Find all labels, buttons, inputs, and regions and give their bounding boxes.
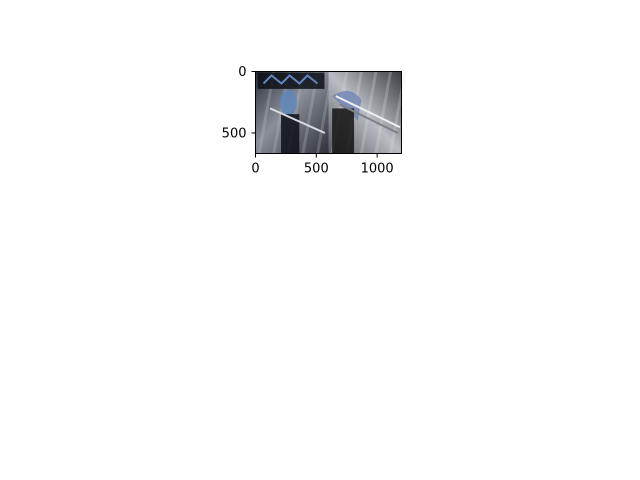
x-tick-label: 500 xyxy=(304,162,329,177)
image-panel-1 xyxy=(255,71,334,154)
y-axis: 0 500 xyxy=(222,65,256,141)
x-tick-label: 0 xyxy=(251,162,259,177)
image-panel-2 xyxy=(328,71,407,154)
y-tick-label: 0 xyxy=(238,65,246,80)
axes-frame xyxy=(255,71,402,154)
x-tick-label: 1000 xyxy=(361,162,394,177)
x-axis: 0 500 1000 xyxy=(251,153,394,177)
image-plot xyxy=(255,71,407,154)
y-tick-label: 500 xyxy=(222,126,247,141)
